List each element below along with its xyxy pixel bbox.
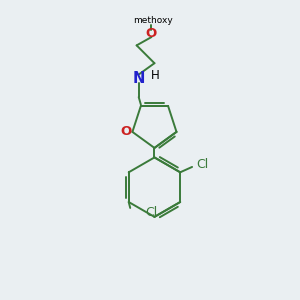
Text: N: N	[133, 70, 145, 86]
Text: O: O	[146, 27, 157, 40]
Text: Cl: Cl	[145, 206, 157, 219]
Text: methoxy: methoxy	[133, 16, 173, 25]
Text: Cl: Cl	[196, 158, 209, 171]
Text: O: O	[120, 125, 131, 138]
Text: H: H	[151, 69, 160, 82]
